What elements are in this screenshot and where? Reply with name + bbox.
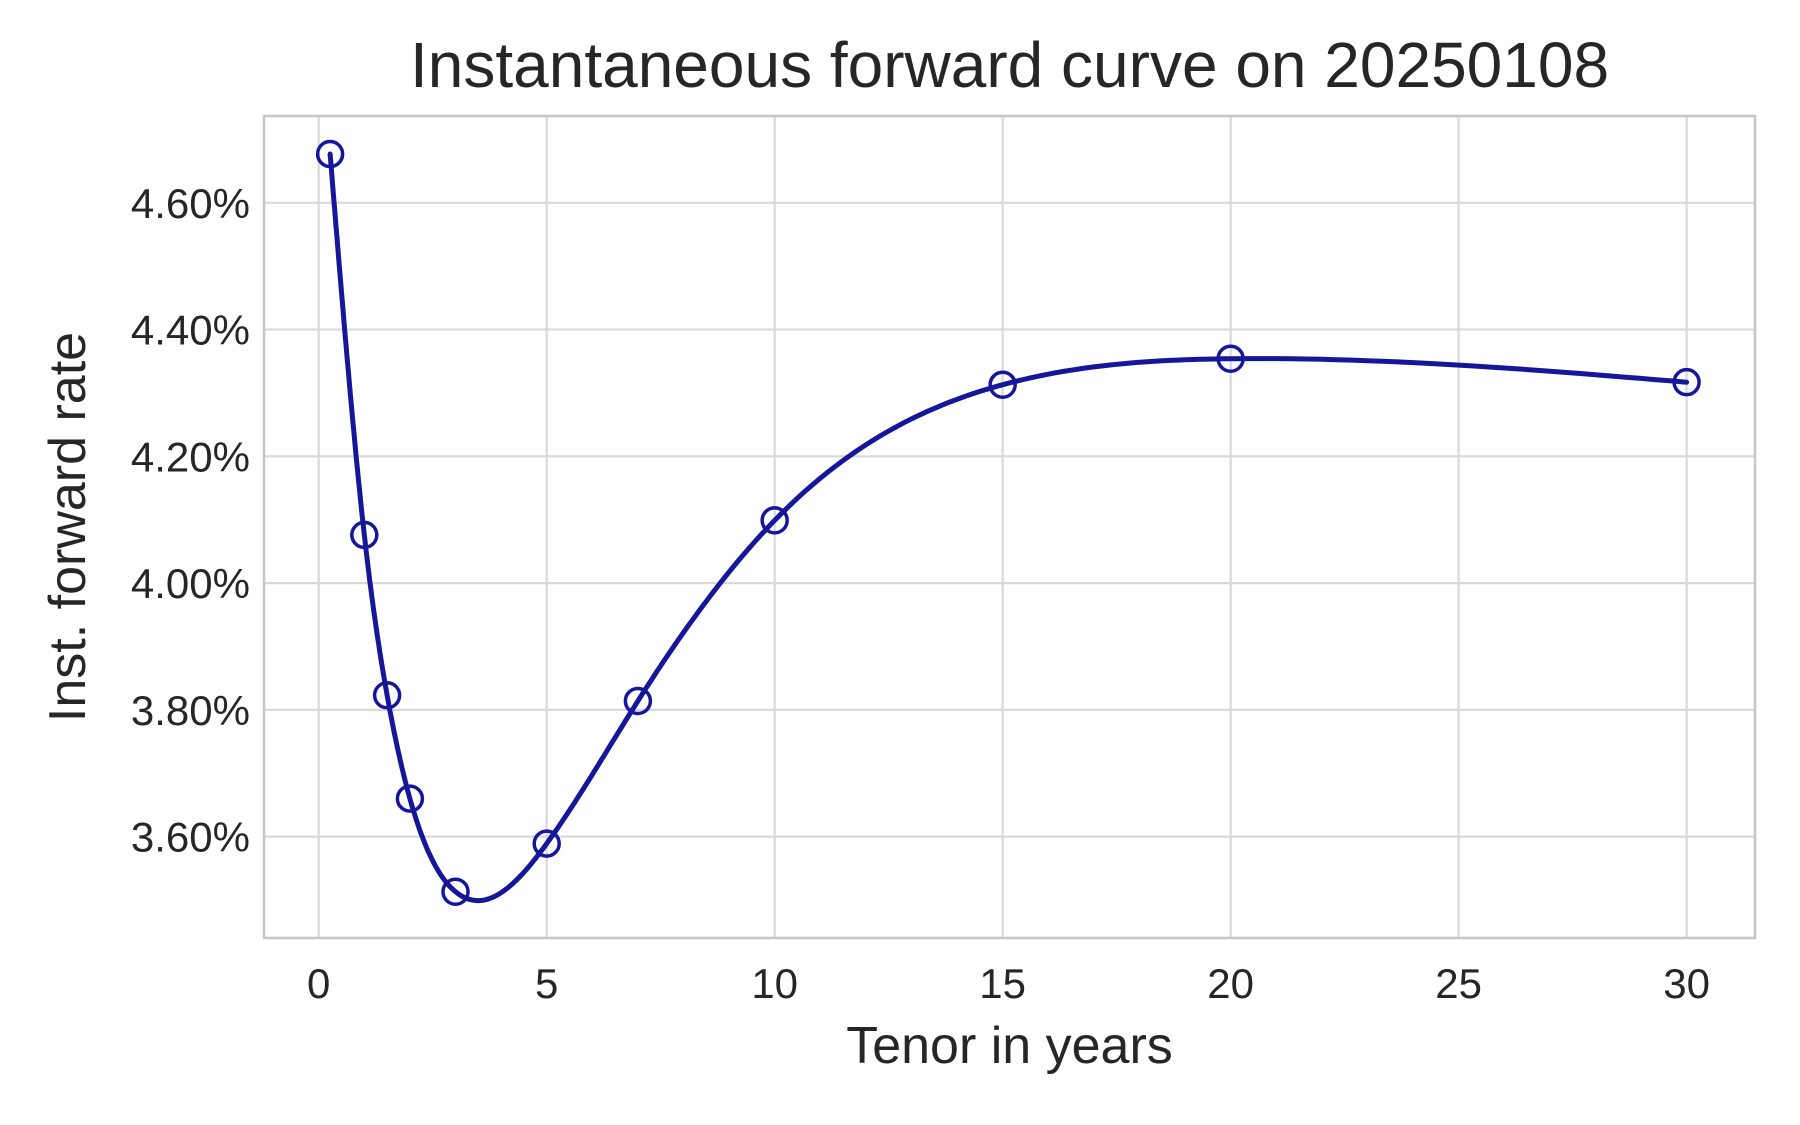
data-point-marker: [988, 370, 1017, 399]
x-tick-label: 20: [1207, 960, 1254, 1007]
data-point-marker: [372, 681, 402, 710]
y-tick-label: 3.80%: [131, 687, 250, 734]
data-point-marker: [532, 829, 561, 858]
data-point-marker: [395, 784, 425, 813]
axes-spines: [262, 114, 1757, 940]
y-tick-label: 3.60%: [131, 814, 250, 861]
data-point-marker: [623, 686, 653, 716]
data-point-marker: [441, 877, 470, 906]
y-tick-label: 4.40%: [131, 307, 250, 354]
x-tick-label: 10: [751, 960, 798, 1007]
data-point-marker: [315, 139, 345, 169]
y-tick-label: 4.20%: [131, 433, 250, 480]
data-point-marker: [350, 520, 379, 550]
x-tick-label: 15: [979, 960, 1026, 1007]
y-tick-label: 4.60%: [131, 180, 250, 227]
y-tick-label: 4.00%: [131, 560, 250, 607]
data-point-marker: [1216, 344, 1245, 373]
chart-title: Instantaneous forward curve on 20250108: [409, 29, 1610, 101]
x-tick-label: 25: [1435, 960, 1482, 1007]
x-axis-label: Tenor in years: [846, 1017, 1173, 1075]
x-tick-label: 0: [307, 960, 330, 1007]
x-tick-label: 30: [1663, 960, 1710, 1007]
x-tick-label: 5: [535, 960, 558, 1007]
data-point-marker: [760, 506, 789, 535]
data-point-marker: [1672, 367, 1701, 397]
forward-curve-line: [327, 151, 1690, 904]
